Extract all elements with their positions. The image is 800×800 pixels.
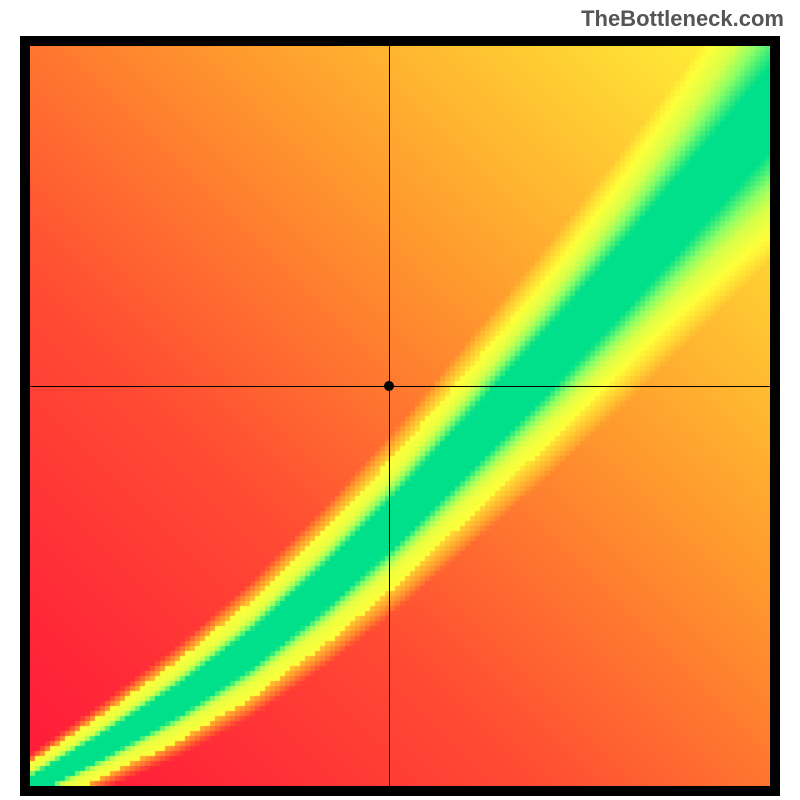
- attribution-text: TheBottleneck.com: [581, 6, 784, 32]
- chart-frame: [20, 36, 780, 796]
- plot-area: [30, 46, 770, 786]
- marker-dot: [384, 381, 394, 391]
- crosshair-vertical: [389, 46, 390, 786]
- heatmap-canvas: [30, 46, 770, 786]
- chart-container: TheBottleneck.com: [0, 0, 800, 800]
- crosshair-horizontal: [30, 386, 770, 387]
